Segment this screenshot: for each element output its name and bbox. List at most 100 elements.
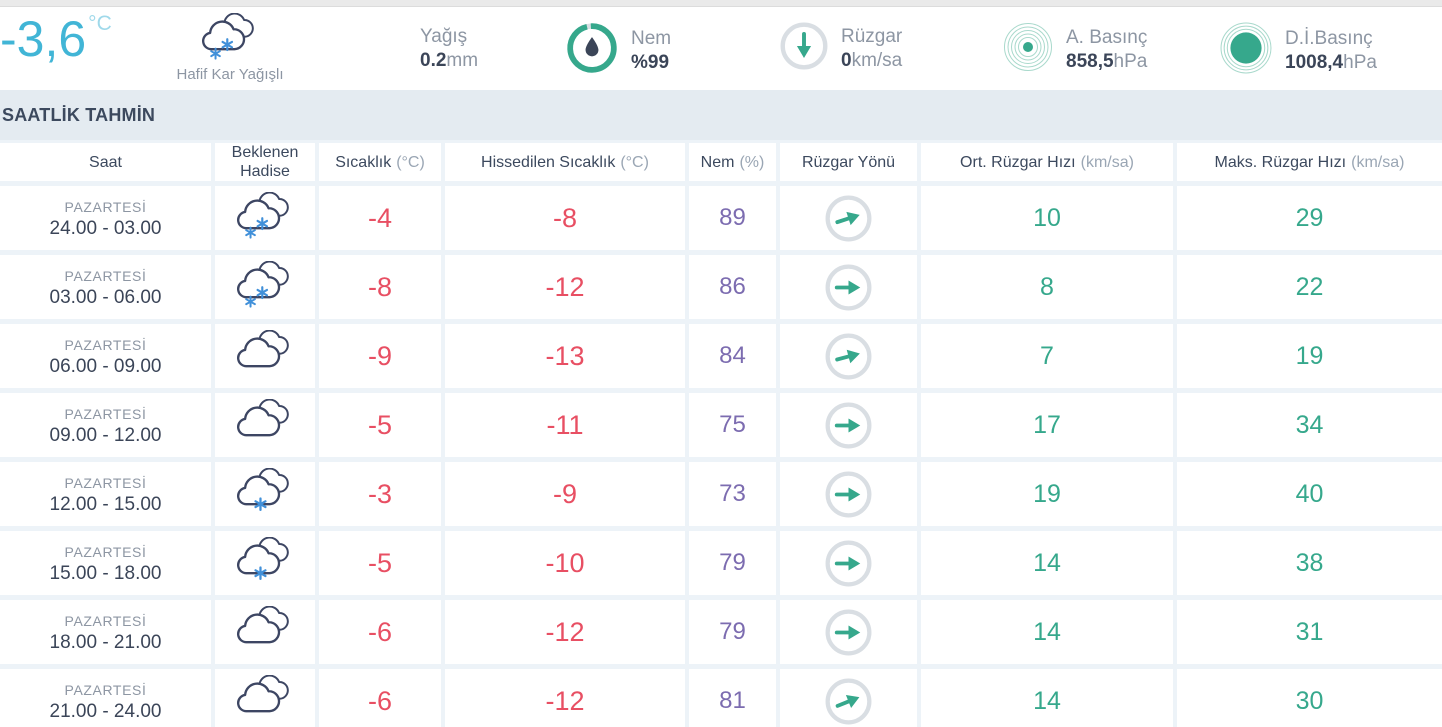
- wind-value: 0km/sa: [841, 49, 903, 71]
- top-strip: [0, 0, 1442, 7]
- wind-direction-down-icon: [780, 22, 828, 75]
- table-cell-temperature: -6: [319, 669, 441, 727]
- wind-direction-arrow-icon: [825, 402, 872, 448]
- table-cell-time-slot: PAZARTESİ 24.00 - 03.00: [0, 186, 211, 250]
- forecast-day: PAZARTESİ: [64, 406, 147, 422]
- current-condition: Hafif Kar Yağışlı: [168, 12, 292, 83]
- table-cell-feels-like: -11: [445, 393, 685, 457]
- forecast-day: PAZARTESİ: [64, 337, 147, 353]
- wind-direction-arrow-icon: [825, 678, 872, 724]
- table-cell-expected-event: [215, 669, 315, 727]
- precipitation-label: Yağış: [420, 26, 468, 47]
- table-cell-feels-like: -13: [445, 324, 685, 388]
- column-header-feels-like: Hissedilen Sıcaklık (°C): [445, 143, 685, 181]
- sea-pressure-label: D.İ.Basınç: [1285, 27, 1373, 49]
- weather-condition-icon: [236, 191, 294, 244]
- humidity-value: %99: [631, 51, 670, 73]
- table-cell-max-wind-speed: 40: [1177, 462, 1442, 526]
- table-cell-temperature: -6: [319, 600, 441, 664]
- table-cell-wind-direction: [780, 324, 917, 388]
- table-cell-wind-direction: [780, 186, 917, 250]
- precipitation-value: 0.2mm: [420, 50, 479, 71]
- forecast-table-body: Saat Beklenen Hadise Sıcaklık (°C) Hissed…: [0, 143, 1442, 727]
- column-header-expected-event: Beklenen Hadise: [215, 143, 315, 181]
- table-cell-wind-direction: [780, 393, 917, 457]
- table-cell-humidity: 73: [689, 462, 776, 526]
- humidity-label: Nem: [631, 27, 672, 49]
- forecast-time-range: 06.00 - 09.00: [49, 356, 162, 377]
- table-cell-wind-direction: [780, 255, 917, 319]
- wind-direction-arrow-icon: [825, 195, 872, 241]
- section-header: SAATLİK TAHMİN: [0, 90, 1442, 140]
- forecast-time-range: 24.00 - 03.00: [49, 218, 162, 239]
- forecast-day: PAZARTESİ: [64, 544, 147, 560]
- current-temperature-unit: °C: [88, 12, 112, 35]
- table-cell-max-wind-speed: 34: [1177, 393, 1442, 457]
- table-cell-temperature: -4: [319, 186, 441, 250]
- weather-condition-icon: [236, 467, 294, 520]
- current-condition-label: Hafif Kar Yağışlı: [176, 66, 284, 83]
- table-cell-humidity: 86: [689, 255, 776, 319]
- precipitation-metric: Yağış 0.2mm: [420, 25, 478, 73]
- table-cell-humidity: 81: [689, 669, 776, 727]
- table-cell-max-wind-speed: 31: [1177, 600, 1442, 664]
- sea-pressure-circle-icon: [1220, 22, 1272, 79]
- table-cell-expected-event: [215, 462, 315, 526]
- table-cell-avg-wind-speed: 14: [921, 531, 1173, 595]
- light-snow-icon: [168, 12, 292, 65]
- sea-pressure-value: 1008,4hPa: [1285, 51, 1377, 73]
- forecast-time-range: 03.00 - 06.00: [49, 287, 162, 308]
- forecast-day: PAZARTESİ: [64, 682, 147, 698]
- column-header-time: Saat: [0, 143, 211, 181]
- forecast-time-range: 15.00 - 18.00: [49, 563, 162, 584]
- table-cell-time-slot: PAZARTESİ 18.00 - 21.00: [0, 600, 211, 664]
- weather-condition-icon: [236, 605, 294, 658]
- table-cell-time-slot: PAZARTESİ 15.00 - 18.00: [0, 531, 211, 595]
- table-cell-wind-direction: [780, 531, 917, 595]
- table-cell-time-slot: PAZARTESİ 09.00 - 12.00: [0, 393, 211, 457]
- weather-condition-icon: [236, 536, 294, 589]
- table-cell-max-wind-speed: 38: [1177, 531, 1442, 595]
- table-cell-humidity: 75: [689, 393, 776, 457]
- table-cell-avg-wind-speed: 7: [921, 324, 1173, 388]
- table-cell-avg-wind-speed: 14: [921, 600, 1173, 664]
- table-cell-temperature: -3: [319, 462, 441, 526]
- wind-metric: Rüzgar 0km/sa: [780, 22, 902, 75]
- table-cell-feels-like: -12: [445, 600, 685, 664]
- forecast-day: PAZARTESİ: [64, 199, 147, 215]
- column-header-humidity: Nem (%): [689, 143, 776, 181]
- forecast-day: PAZARTESİ: [64, 268, 147, 284]
- current-temperature-value: -3,6: [0, 11, 87, 67]
- forecast-time-range: 09.00 - 12.00: [49, 425, 162, 446]
- table-cell-max-wind-speed: 30: [1177, 669, 1442, 727]
- table-cell-temperature: -5: [319, 531, 441, 595]
- wind-direction-arrow-icon: [825, 264, 872, 310]
- wind-label: Rüzgar: [841, 25, 903, 47]
- table-cell-time-slot: PAZARTESİ 06.00 - 09.00: [0, 324, 211, 388]
- table-cell-humidity: 79: [689, 531, 776, 595]
- weather-condition-icon: [236, 398, 294, 451]
- forecast-day: PAZARTESİ: [64, 613, 147, 629]
- table-cell-avg-wind-speed: 19: [921, 462, 1173, 526]
- forecast-day: PAZARTESİ: [64, 475, 147, 491]
- table-cell-feels-like: -9: [445, 462, 685, 526]
- table-cell-max-wind-speed: 29: [1177, 186, 1442, 250]
- wind-direction-arrow-icon: [825, 333, 872, 379]
- actual-pressure-value: 858,5hPa: [1066, 50, 1148, 72]
- pressure-rings-icon: [1003, 22, 1053, 77]
- table-cell-expected-event: [215, 255, 315, 319]
- table-cell-expected-event: [215, 600, 315, 664]
- table-cell-max-wind-speed: 22: [1177, 255, 1442, 319]
- table-cell-avg-wind-speed: 8: [921, 255, 1173, 319]
- forecast-time-range: 18.00 - 21.00: [49, 632, 162, 653]
- table-cell-avg-wind-speed: 14: [921, 669, 1173, 727]
- weather-condition-icon: [236, 674, 294, 727]
- humidity-ring-icon: [566, 22, 618, 79]
- table-cell-humidity: 89: [689, 186, 776, 250]
- humidity-metric: Nem %99: [566, 22, 671, 79]
- table-cell-max-wind-speed: 19: [1177, 324, 1442, 388]
- table-cell-time-slot: PAZARTESİ 21.00 - 24.00: [0, 669, 211, 727]
- table-cell-temperature: -9: [319, 324, 441, 388]
- wind-direction-arrow-icon: [825, 471, 872, 517]
- column-header-wind-direction: Rüzgar Yönü: [780, 143, 917, 181]
